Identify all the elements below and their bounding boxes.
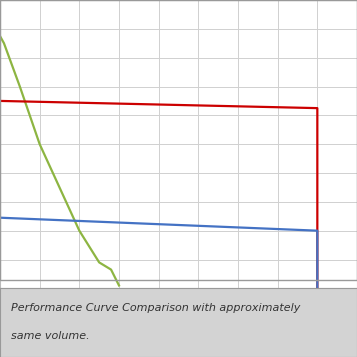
Text: same volume.: same volume. — [11, 331, 89, 341]
Text: Performance Curve Comparison with approximately: Performance Curve Comparison with approx… — [11, 303, 300, 313]
X-axis label: Speed (RPM): Speed (RPM) — [138, 307, 219, 317]
